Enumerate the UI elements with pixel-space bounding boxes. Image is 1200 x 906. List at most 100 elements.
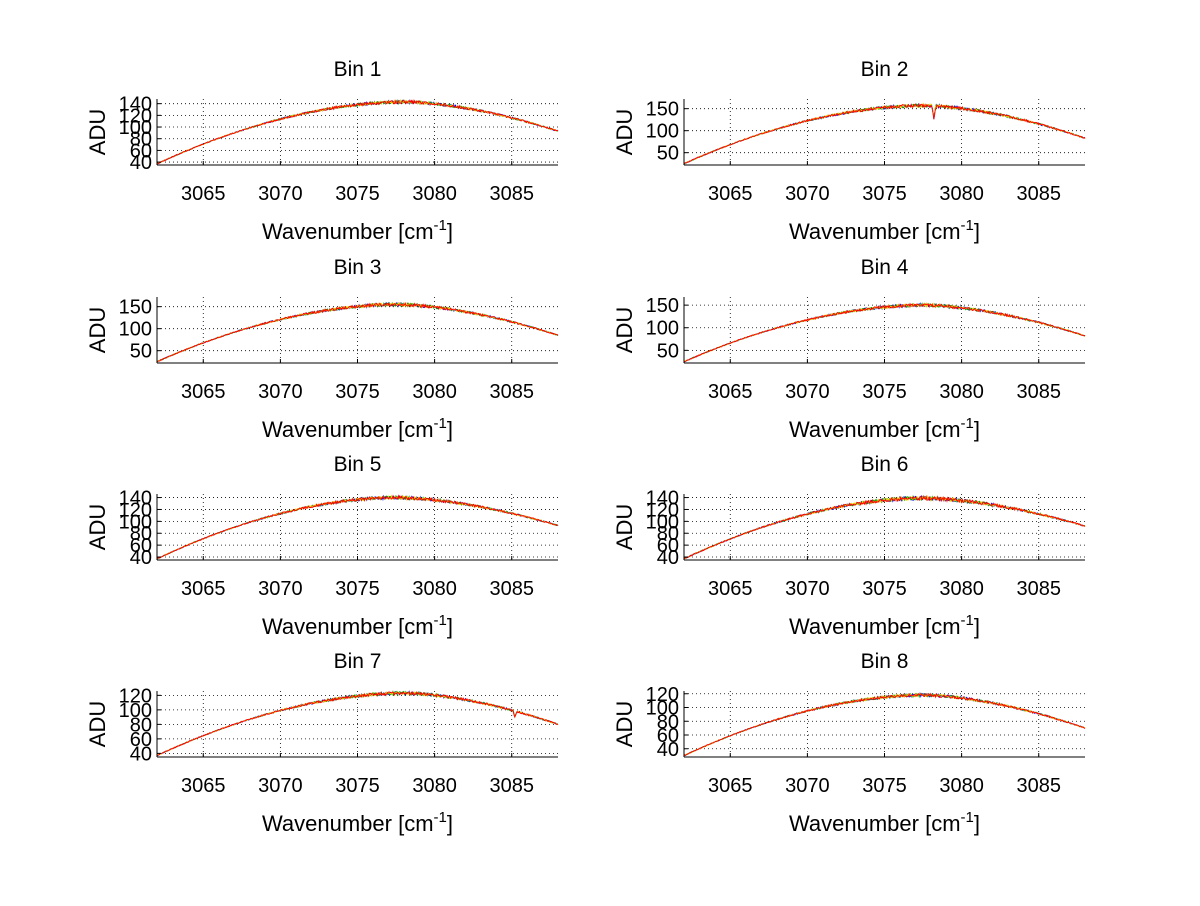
y-tick-label: 140 [119,94,152,116]
x-tick-label: 3075 [862,183,907,205]
x-axis-label: Wavenumber [cm-1] [262,809,453,836]
y-tick-label: 60 [657,535,679,557]
x-axis-label: Wavenumber [cm-1] [789,217,980,244]
y-tick-label: 80 [130,129,152,151]
y-tick-label: 80 [657,523,679,545]
chart-title: Bin 4 [861,256,909,279]
x-axis-label: Wavenumber [cm-1] [262,612,453,639]
x-tick-label: 3085 [489,183,534,205]
x-tick-label: 3070 [785,578,830,600]
x-tick-label: 3085 [1016,578,1061,600]
y-tick-label: 60 [130,729,152,751]
y-tick-label: 40 [130,152,152,174]
chart-title: Bin 8 [861,650,909,673]
x-axis-label-text: Wavenumber [cm [262,417,434,442]
x-tick-label: 3080 [412,381,457,403]
y-axis-label: ADU [612,701,637,747]
x-axis-label-close: ] [974,219,980,244]
x-tick-label: 3085 [1016,775,1061,797]
x-tick-label: 3065 [708,775,753,797]
x-axis-label-text: Wavenumber [cm [789,219,961,244]
x-tick-label: 3070 [258,381,303,403]
x-tick-label: 3070 [785,381,830,403]
x-tick-label: 3085 [489,578,534,600]
x-tick-label: 3075 [335,775,380,797]
x-axis-label: Wavenumber [cm-1] [789,809,980,836]
y-tick-label: 120 [646,684,679,706]
x-tick-label: 3065 [708,381,753,403]
y-tick-label: 100 [646,698,679,720]
y-tick-label: 150 [646,295,679,317]
y-tick-label: 100 [646,121,679,143]
y-tick-label: 60 [657,725,679,747]
x-tick-label: 3075 [335,183,380,205]
series-line-4 [683,494,1086,560]
x-axis-label-text: Wavenumber [cm [789,614,961,639]
y-tick-label: 80 [130,523,152,545]
x-axis-label-close: ] [447,614,453,639]
y-axis-label: ADU [85,701,110,747]
x-axis-label-text: Wavenumber [cm [262,614,434,639]
series-line-4 [683,103,1086,165]
x-tick-label: 3080 [939,578,984,600]
x-tick-label: 3080 [939,183,984,205]
series-line-4 [156,494,559,560]
x-tick-label: 3065 [708,578,753,600]
chart-title: Bin 2 [861,58,909,81]
x-tick-label: 3065 [181,578,226,600]
x-tick-label: 3075 [335,578,380,600]
x-tick-label: 3085 [489,381,534,403]
chart-title: Bin 1 [334,58,382,81]
series-line-4 [156,302,559,363]
y-tick-label: 100 [119,700,152,722]
chart-title: Bin 3 [334,256,382,279]
series-line-4 [156,691,559,756]
x-axis-label-close: ] [974,417,980,442]
x-tick-label: 3070 [258,578,303,600]
x-tick-label: 3070 [785,775,830,797]
x-tick-label: 3085 [1016,381,1061,403]
y-tick-label: 120 [646,499,679,521]
x-axis-label-text: Wavenumber [cm [262,811,434,836]
x-tick-label: 3075 [862,775,907,797]
x-tick-label: 3070 [258,775,303,797]
x-axis-label-text: Wavenumber [cm [789,417,961,442]
x-tick-label: 3075 [862,578,907,600]
y-tick-label: 120 [119,105,152,127]
x-axis-label: Wavenumber [cm-1] [262,415,453,442]
x-tick-label: 3065 [181,183,226,205]
x-tick-label: 3080 [939,381,984,403]
y-axis-label: ADU [612,504,637,550]
y-axis-label: ADU [85,504,110,550]
x-tick-label: 3065 [708,183,753,205]
y-tick-label: 100 [119,511,152,533]
x-axis-label-superscript: -1 [961,809,974,826]
y-tick-label: 60 [130,140,152,162]
x-axis-label-superscript: -1 [961,612,974,629]
y-tick-label: 40 [657,739,679,761]
x-tick-label: 3085 [489,775,534,797]
series-line-4 [683,303,1086,363]
y-tick-label: 150 [119,297,152,319]
series-line-4 [156,99,559,165]
x-tick-label: 3065 [181,381,226,403]
y-axis-label: ADU [612,307,637,353]
x-axis-label-superscript: -1 [434,415,447,432]
y-tick-label: 50 [657,340,679,362]
x-axis-label-close: ] [447,811,453,836]
y-tick-label: 150 [646,99,679,121]
x-axis-label-superscript: -1 [434,612,447,629]
y-tick-label: 100 [119,117,152,139]
x-axis-label-close: ] [447,417,453,442]
y-axis-label: ADU [612,109,637,155]
x-tick-label: 3080 [939,775,984,797]
y-tick-label: 100 [119,319,152,341]
x-tick-label: 3075 [862,381,907,403]
